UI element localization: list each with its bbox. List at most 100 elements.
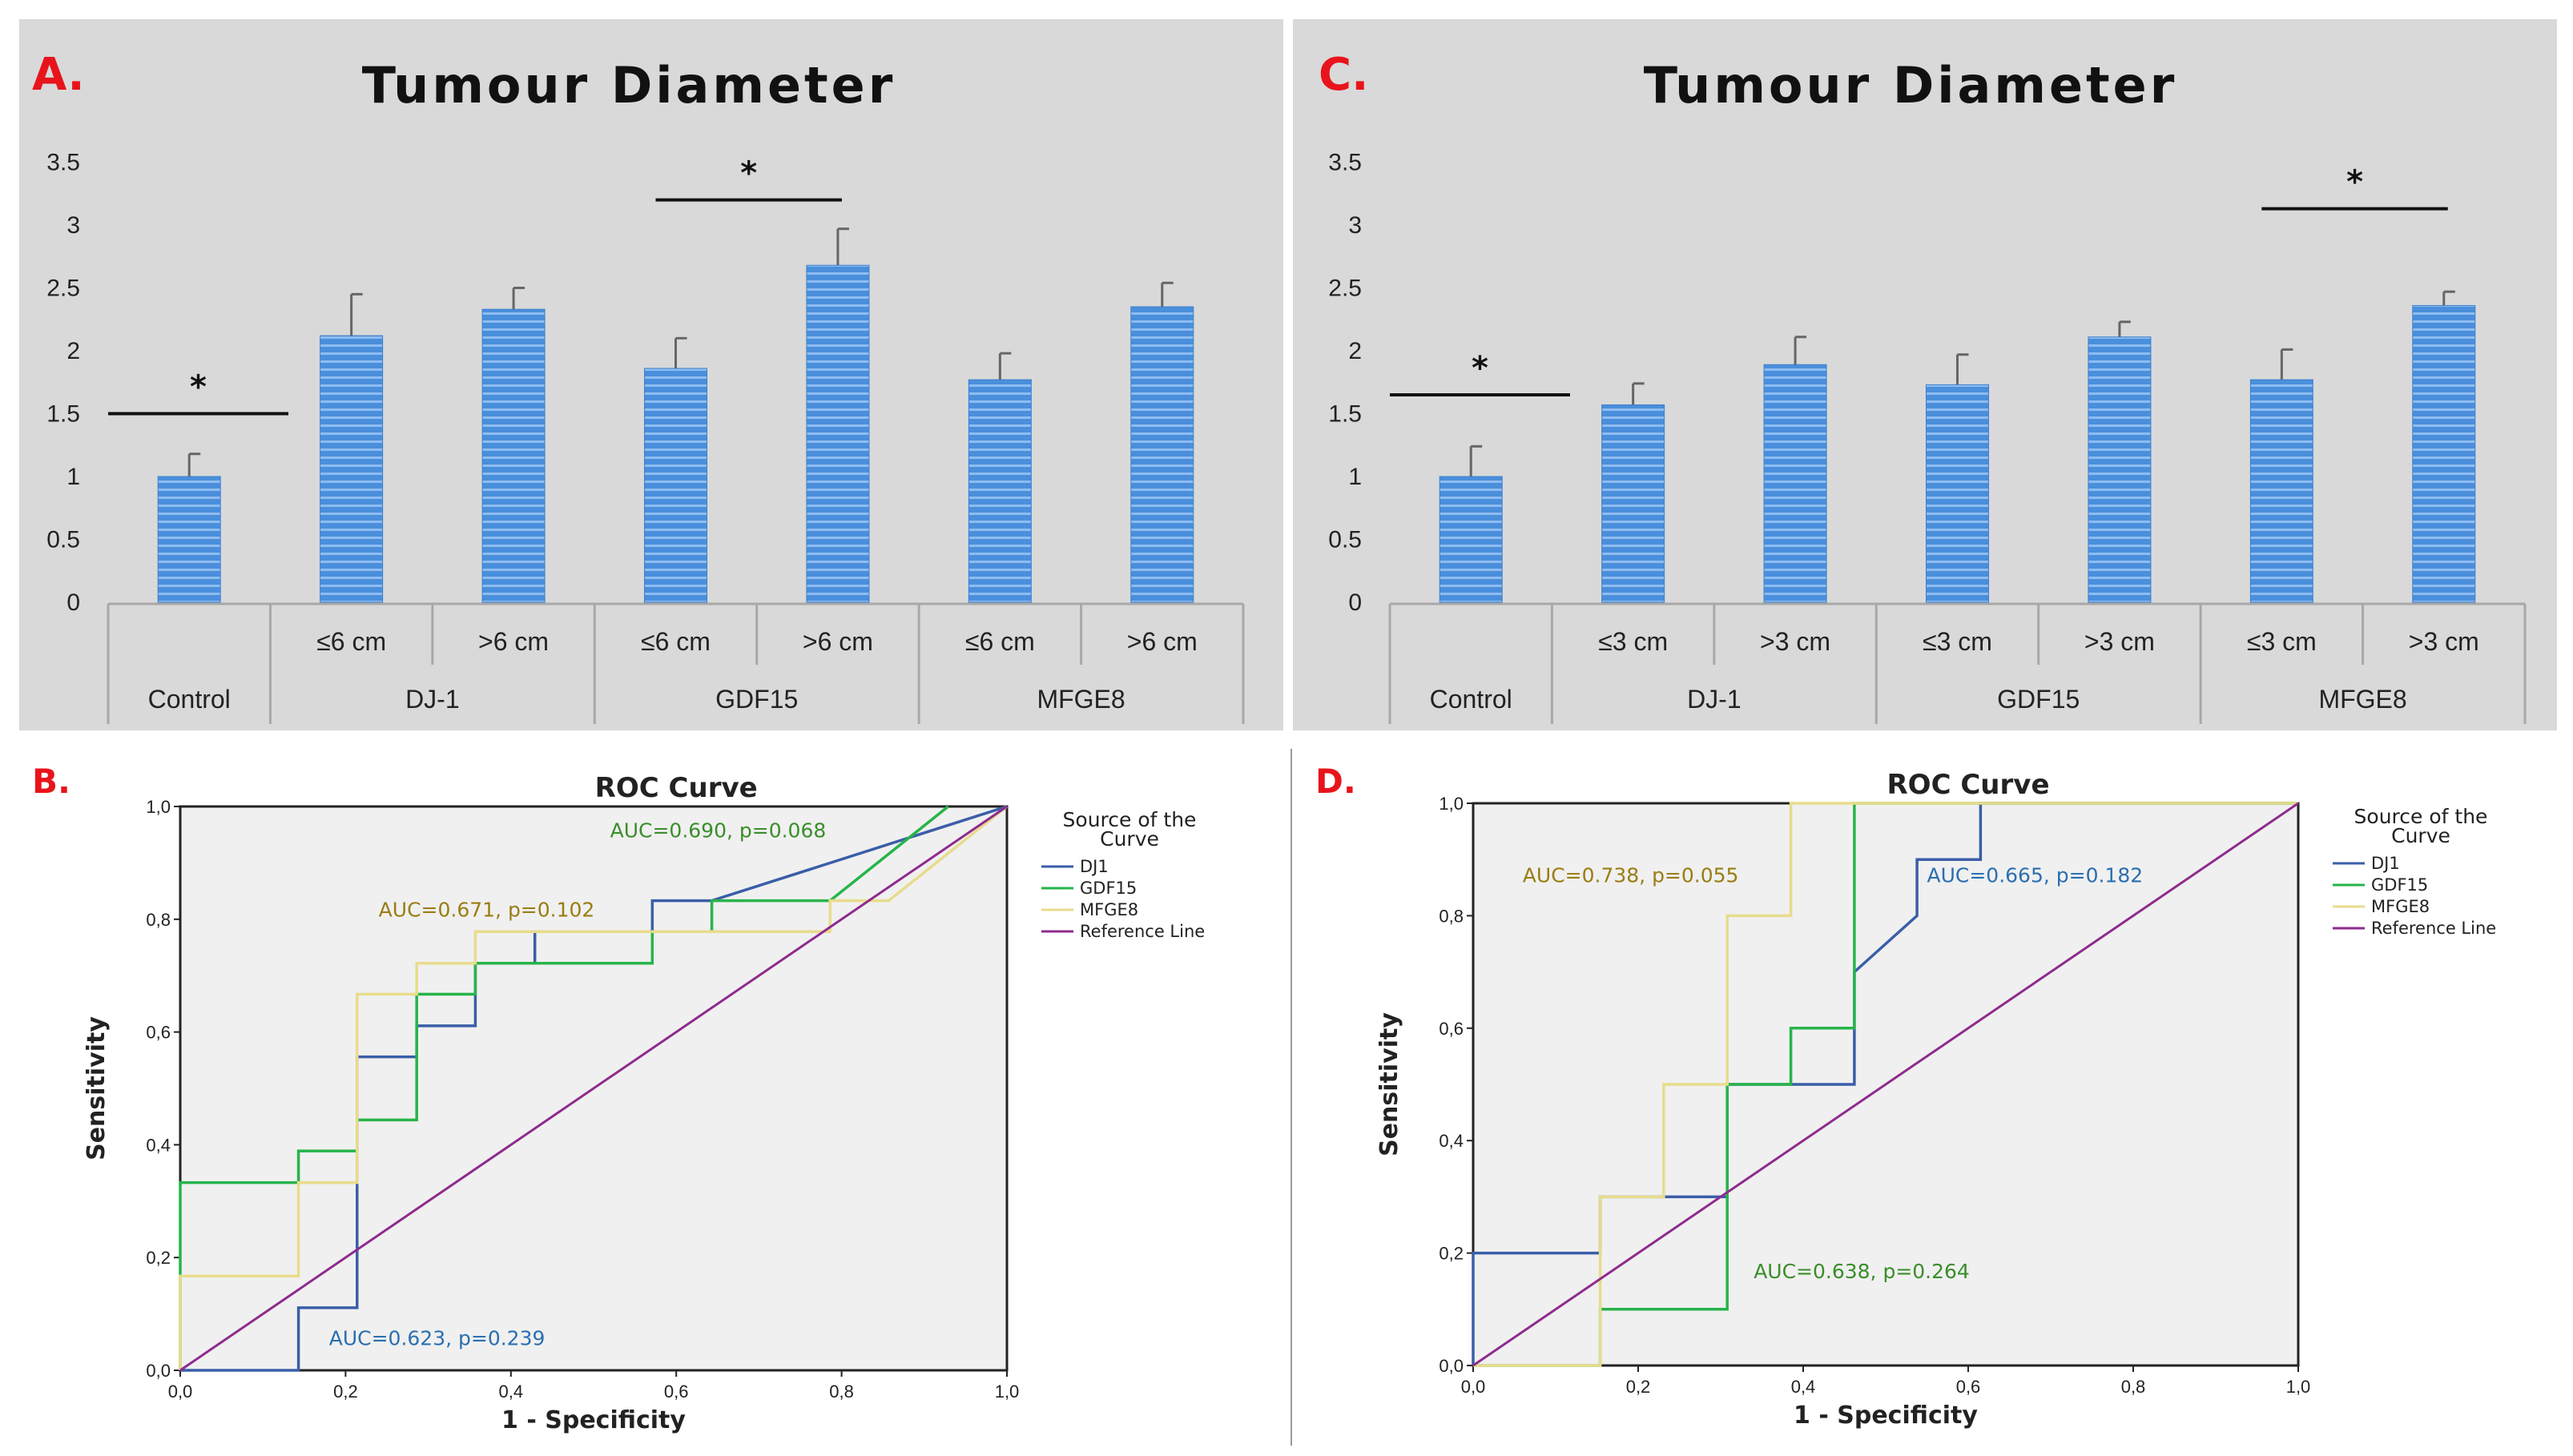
- y-tick-label: 0,8: [1439, 906, 1464, 926]
- y-tick-label: 1,0: [1439, 794, 1464, 814]
- x-tick-label: 0,4: [1791, 1377, 1816, 1397]
- bar: [320, 335, 384, 603]
- bar-chart-a: Tumour Diameter 0 0.5 1 1.5 2 2.5 3 3.5 ≤6 cm >6 c…: [46, 56, 1245, 724]
- category-label: ≤3 cm: [2247, 627, 2317, 656]
- legend-label: GDF15: [2371, 875, 2428, 895]
- roc-chart-d: ROC Curve 0,00,0 0,2 0,2 0,4 0,4 0,6 0,6 0,8 0,8 1…: [1375, 769, 2496, 1430]
- x-tick-label: 0,6: [664, 1382, 689, 1402]
- y-tick-label: 3: [1348, 212, 1362, 239]
- roc-title: ROC Curve: [595, 772, 758, 804]
- legend-title: Curve: [2391, 824, 2450, 847]
- y-tick-label: 0,6: [1439, 1019, 1464, 1039]
- significance-star: *: [2346, 164, 2363, 201]
- bar: [806, 264, 870, 603]
- roc-series-reference-line: [1472, 802, 2299, 1367]
- bar: [157, 476, 221, 603]
- y-tick-label: 1.5: [46, 401, 80, 428]
- auc-annotation: AUC=0.623, p=0.239: [329, 1326, 546, 1349]
- bar: [2088, 336, 2152, 603]
- y-tick-label: 0,0: [1439, 1356, 1464, 1376]
- panel-c-background: [1293, 19, 2557, 730]
- legend-title: Source of the: [2354, 805, 2488, 828]
- y-tick-label: 2.5: [46, 276, 80, 302]
- auc-annotation: AUC=0.665, p=0.182: [1927, 863, 2144, 887]
- bar: [2412, 304, 2476, 603]
- x-axis-label: 1 - Specificity: [1794, 1402, 1978, 1430]
- x-tick-label: 0,4: [499, 1382, 524, 1402]
- legend-label: DJ1: [1080, 857, 1109, 876]
- y-tick-label: 0,0: [146, 1361, 171, 1381]
- bar: [1926, 384, 1989, 603]
- y-tick-label: 0,4: [1439, 1131, 1464, 1151]
- legend-label: MFGE8: [2371, 897, 2430, 916]
- legend-label: GDF15: [1080, 879, 1137, 898]
- y-tick-label: 2: [66, 338, 80, 364]
- significance-star: *: [190, 369, 207, 406]
- legend-label: Reference Line: [2371, 919, 2496, 938]
- roc-series-mfge8: [1473, 802, 2298, 1367]
- group-label: Control: [148, 685, 231, 714]
- bar-chart-c: Tumour Diameter 0 0.5 1 1.5 2 2.5 3 3.5 ≤3 cm >3 c…: [1328, 56, 2527, 724]
- bar: [644, 368, 707, 603]
- y-tick-label: 0,6: [146, 1023, 171, 1043]
- y-axis-label: Sensitivity: [83, 1016, 111, 1160]
- category-label: >3 cm: [2084, 627, 2155, 656]
- bar: [1601, 404, 1665, 603]
- y-tick-label: 3: [66, 212, 80, 239]
- y-tick-label: 2: [1348, 338, 1362, 364]
- category-label: >6 cm: [1127, 627, 1198, 656]
- y-tick-label: 0.5: [46, 527, 80, 553]
- x-tick-label: 0,0: [168, 1382, 193, 1402]
- chart-title: Tumour Diameter: [1644, 56, 2178, 115]
- significance-star: *: [1472, 350, 1488, 387]
- auc-annotation: AUC=0.738, p=0.055: [1523, 863, 1739, 887]
- y-tick-label: 3.5: [46, 150, 80, 176]
- group-label: DJ-1: [405, 685, 460, 714]
- category-label: >6 cm: [803, 627, 873, 656]
- roc-series-dj1: [180, 805, 1008, 1372]
- group-label: MFGE8: [2318, 685, 2406, 714]
- bar: [1130, 306, 1194, 603]
- category-label: >6 cm: [478, 627, 549, 656]
- category-label: >3 cm: [1760, 627, 1830, 656]
- y-tick-label: 2.5: [1328, 276, 1362, 302]
- category-label: ≤3 cm: [1598, 627, 1668, 656]
- x-tick-label: 1,0: [995, 1382, 1020, 1402]
- y-tick-label: 0,2: [1439, 1244, 1464, 1264]
- auc-annotation: AUC=0.638, p=0.264: [1754, 1260, 1970, 1283]
- y-tick-label: 0: [66, 589, 80, 616]
- roc-chart-b: ROC Curve 0,00,0 0,2 0,2 0,4 0,4 0,6 0,6 0,8 0,8 1…: [83, 772, 1205, 1434]
- category-label: ≤6 cm: [965, 627, 1035, 656]
- bar: [1439, 476, 1503, 603]
- category-label: ≤6 cm: [316, 627, 386, 656]
- legend-label: DJ1: [2371, 854, 2400, 873]
- group-label: DJ-1: [1687, 685, 1742, 714]
- roc-title: ROC Curve: [1886, 769, 2049, 801]
- bar: [968, 379, 1032, 603]
- auc-annotation: AUC=0.671, p=0.102: [379, 898, 595, 921]
- y-tick-label: 0,8: [146, 910, 171, 930]
- chart-title: Tumour Diameter: [362, 56, 896, 115]
- panel-b-letter: B.: [32, 762, 70, 801]
- bar: [1763, 364, 1827, 603]
- y-tick-label: 1: [1348, 464, 1362, 490]
- y-tick-label: 1,0: [146, 797, 171, 817]
- panel-d-letter: D.: [1315, 762, 1356, 801]
- category-label: >3 cm: [2409, 627, 2479, 656]
- y-tick-label: 3.5: [1328, 150, 1362, 176]
- group-label: GDF15: [715, 685, 798, 714]
- x-tick-label: 0,2: [333, 1382, 358, 1402]
- roc-series-gdf15: [179, 805, 949, 1370]
- group-label: MFGE8: [1037, 685, 1125, 714]
- legend-title: Curve: [1100, 827, 1159, 851]
- y-tick-label: 0,2: [146, 1248, 171, 1268]
- x-tick-label: 0,2: [1626, 1377, 1651, 1397]
- category-label: ≤3 cm: [1923, 627, 1992, 656]
- legend-title: Source of the: [1063, 808, 1197, 831]
- x-tick-label: 0,6: [1956, 1377, 1981, 1397]
- category-label: ≤6 cm: [641, 627, 711, 656]
- x-tick-label: 0,8: [829, 1382, 854, 1402]
- y-axis-label: Sensitivity: [1375, 1012, 1403, 1156]
- x-tick-label: 0,0: [1461, 1377, 1486, 1397]
